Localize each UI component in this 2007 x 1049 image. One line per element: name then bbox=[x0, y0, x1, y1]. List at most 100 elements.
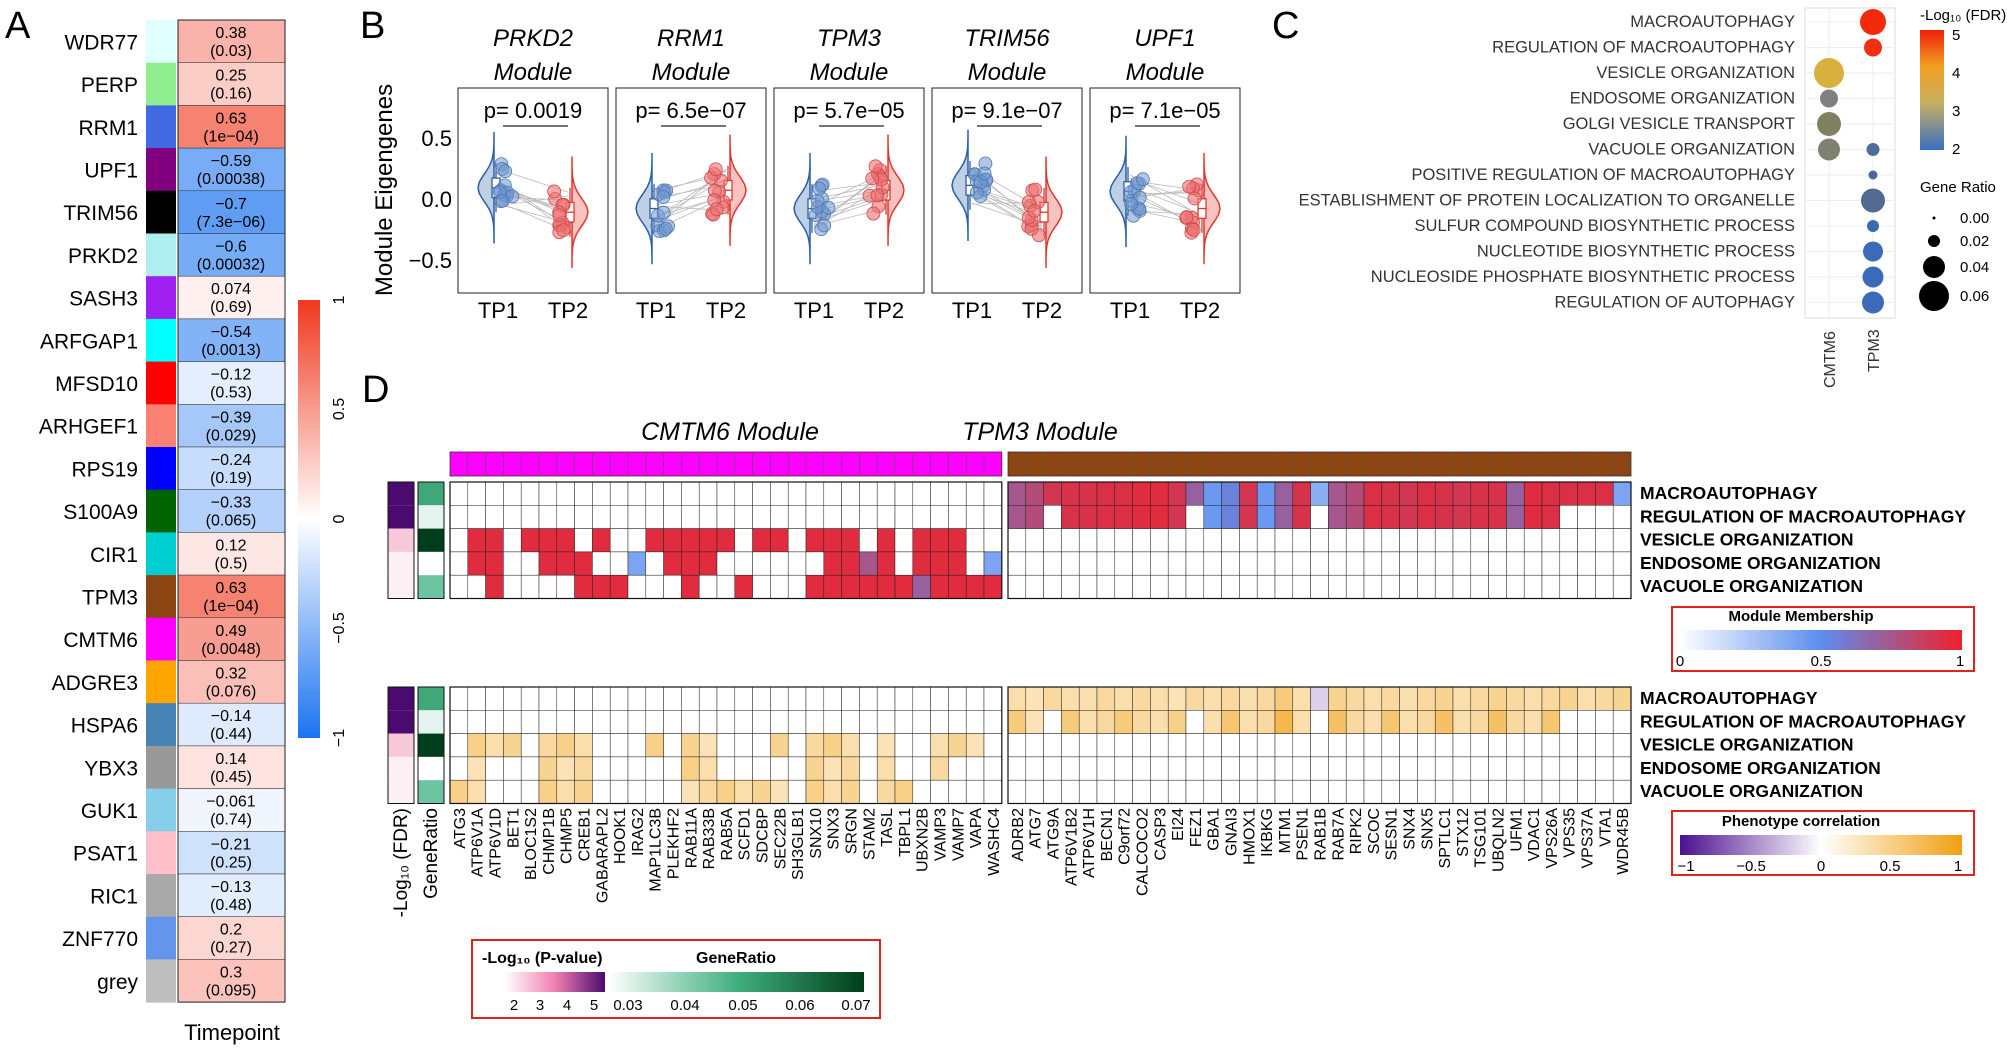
heatmap-cell bbox=[1488, 686, 1507, 711]
heatmap-cell bbox=[698, 528, 718, 553]
heatmap-cell bbox=[503, 551, 522, 576]
heatmap-cell bbox=[770, 528, 789, 553]
heatmap-cell bbox=[787, 733, 807, 758]
heatmap-cell bbox=[1203, 551, 1222, 576]
heatmap-cell bbox=[930, 505, 949, 529]
module-label-PSAT1: PSAT1 bbox=[73, 843, 138, 866]
heatmap-cell bbox=[1078, 710, 1098, 734]
heatmap-cell bbox=[1061, 574, 1080, 599]
heatmap-cell bbox=[859, 686, 878, 711]
heatmap-cell bbox=[645, 733, 664, 758]
heatmap-cell bbox=[894, 574, 914, 599]
heatmap-cell bbox=[1541, 710, 1561, 734]
heatmap-cell bbox=[1523, 756, 1543, 781]
heatmap-cell bbox=[1363, 733, 1383, 758]
heatmap-cell bbox=[592, 481, 611, 506]
module-color-PSAT1 bbox=[146, 831, 176, 875]
heatmap-cell bbox=[592, 686, 611, 711]
heatmap-cell bbox=[1061, 710, 1080, 734]
heatmap-cell bbox=[1381, 733, 1400, 758]
heatmap-cell bbox=[609, 481, 629, 506]
tpm3-gene-label: RAB7A bbox=[1330, 808, 1347, 861]
heatmap-cell bbox=[1488, 733, 1507, 758]
module-color-ADGRE3 bbox=[146, 660, 176, 704]
heatmap-cell bbox=[1292, 551, 1311, 576]
heatmap-cell bbox=[663, 528, 682, 553]
module-label-TPM3: TPM3 bbox=[82, 586, 138, 609]
heatmap-cell bbox=[876, 574, 896, 599]
tpm3-gene-label: RAB1B bbox=[1313, 808, 1330, 860]
heatmap-cell bbox=[1399, 505, 1418, 529]
cmtm6-gene-label: VAMP7 bbox=[950, 808, 967, 861]
heatmap-cell bbox=[1114, 528, 1133, 553]
heatmap-cell bbox=[1203, 505, 1222, 529]
heatmap-cell bbox=[574, 756, 593, 781]
heatmap-cell bbox=[823, 481, 842, 506]
heatmap-cell bbox=[1025, 756, 1044, 781]
heatmap-cell bbox=[645, 756, 664, 781]
correlation-value-RIC1: −0.13 bbox=[211, 879, 252, 896]
violin-shape bbox=[793, 152, 811, 265]
tpm3-gene-label: VPS35 bbox=[1562, 808, 1579, 858]
correlation-cell-WDR77 bbox=[177, 19, 286, 63]
heatmap-cell bbox=[1541, 779, 1561, 804]
heatmap-cell bbox=[948, 551, 967, 576]
heatmap-cell bbox=[894, 779, 914, 804]
heatmap-cell bbox=[823, 528, 842, 553]
heatmap-cell bbox=[449, 574, 469, 599]
heatmap-cell bbox=[983, 756, 1003, 781]
heatmap-cell bbox=[1523, 528, 1543, 553]
heatmap-cell bbox=[1559, 481, 1578, 506]
colorbar-tick-1: 1 bbox=[331, 295, 348, 304]
cmtm6-gene-label: SRGN bbox=[844, 808, 861, 854]
xtick-tp2: TP2 bbox=[548, 298, 588, 323]
heatmap-cell bbox=[1221, 756, 1240, 781]
heatmap-cell bbox=[681, 481, 700, 506]
heatmap-cell bbox=[859, 574, 878, 599]
tpm3-gene-label: VTA1 bbox=[1597, 808, 1614, 847]
heatmap-cell bbox=[467, 551, 486, 576]
tp2-point bbox=[708, 162, 723, 177]
heatmap-cell bbox=[1577, 779, 1596, 804]
heatmap-cell bbox=[1541, 686, 1561, 711]
heatmap-cell bbox=[1274, 481, 1294, 506]
module-label-CIR1: CIR1 bbox=[90, 544, 138, 567]
heatmap-cell bbox=[1310, 551, 1329, 576]
heatmap-cell bbox=[538, 686, 558, 711]
violin-title-gene-PRKD2: PRKD2 bbox=[493, 25, 573, 52]
cmtm6-gene-label: MAP1LC3B bbox=[648, 808, 665, 892]
heatmap-cell bbox=[948, 505, 967, 529]
cmtm6-gene-label: ATP6V1D bbox=[488, 808, 505, 878]
heatmap-cell bbox=[1577, 574, 1596, 599]
heatmap-cell bbox=[1595, 733, 1614, 758]
tp2-point bbox=[709, 202, 724, 217]
heatmap-cell bbox=[1434, 505, 1454, 529]
module-membership-legend: Module Membership 0 0.5 1 bbox=[1671, 606, 1975, 672]
module-color-RRM1 bbox=[146, 105, 176, 149]
gene-ratio-dot-0.04 bbox=[1923, 256, 1945, 278]
heatmap-cell bbox=[1221, 528, 1240, 553]
heatmap-cell bbox=[1167, 574, 1187, 599]
heatmap-cell bbox=[503, 710, 522, 734]
heatmap-cell bbox=[1043, 505, 1062, 529]
heatmap-cell bbox=[503, 528, 522, 553]
module-color-RIC1 bbox=[146, 874, 176, 918]
correlation-pvalue-PERP: (0.16) bbox=[210, 86, 252, 103]
heatmap-cell bbox=[894, 528, 914, 553]
heatmap-cell bbox=[1345, 779, 1365, 804]
violin-pvalue-PRKD2: p= 0.0019 bbox=[484, 98, 582, 123]
heatmap-cell bbox=[1470, 505, 1489, 529]
heatmap-cell bbox=[841, 505, 860, 529]
heatmap-cell bbox=[663, 574, 682, 599]
heatmap-cell bbox=[449, 686, 469, 711]
gene-ratio-legend-title: Gene Ratio bbox=[1920, 179, 1996, 196]
heatmap-cell bbox=[1506, 756, 1525, 781]
dotplot-point bbox=[1817, 112, 1841, 136]
heatmap-cell bbox=[1559, 733, 1578, 758]
heatmap-cell bbox=[1328, 756, 1347, 781]
heatmap-cell bbox=[1417, 686, 1436, 711]
heatmap-cell bbox=[1577, 710, 1596, 734]
cmtm6-gene-label: RAB33B bbox=[701, 808, 718, 869]
heatmap-cell bbox=[1292, 528, 1311, 553]
correlation-value-PERP: 0.25 bbox=[215, 68, 246, 85]
